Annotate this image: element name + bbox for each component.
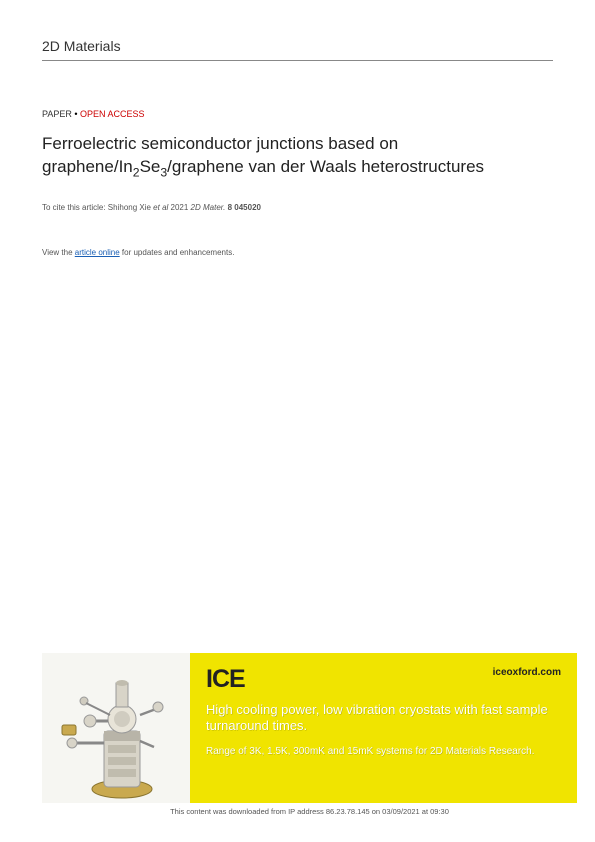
article-title: Ferroelectric semiconductor junctions ba…	[42, 133, 553, 181]
citation-journal: 2D Mater.	[191, 203, 226, 212]
title-sub1: 2	[133, 165, 140, 179]
download-footer: This content was downloaded from IP addr…	[42, 807, 577, 816]
ad-headline: High cooling power, low vibration cryost…	[206, 702, 561, 735]
paper-type: PAPER • OPEN ACCESS	[42, 109, 553, 119]
citation: To cite this article: Shihong Xie et al …	[42, 203, 553, 212]
cryostat-illustration	[54, 671, 174, 801]
citation-rest: 8 045020	[225, 203, 261, 212]
title-line1: Ferroelectric semiconductor junctions ba…	[42, 134, 398, 153]
title-line2-pre: graphene/In	[42, 157, 133, 176]
article-online-link[interactable]: article online	[75, 248, 120, 257]
ad-image-panel	[42, 653, 190, 803]
journal-name: 2D Materials	[42, 38, 553, 61]
view-online-pre: View the	[42, 248, 75, 257]
view-online: View the article online for updates and …	[42, 248, 553, 257]
advertisement[interactable]: ICE iceoxford.com High cooling power, lo…	[42, 653, 577, 803]
ad-url[interactable]: iceoxford.com	[493, 667, 561, 678]
view-online-post: for updates and enhancements.	[120, 248, 235, 257]
ad-subtext: Range of 3K, 1.5K, 300mK and 15mK system…	[206, 745, 561, 759]
citation-prefix: To cite this article: Shihong Xie	[42, 203, 153, 212]
open-access-badge: OPEN ACCESS	[80, 109, 145, 119]
paper-sep: •	[72, 109, 80, 119]
citation-etal: et al	[153, 203, 168, 212]
citation-mid: 2021	[168, 203, 190, 212]
paper-label: PAPER	[42, 109, 72, 119]
title-line2-post: /graphene van der Waals heterostructures	[167, 157, 484, 176]
title-mid: Se	[140, 157, 161, 176]
ad-content-panel: ICE iceoxford.com High cooling power, lo…	[190, 653, 577, 803]
